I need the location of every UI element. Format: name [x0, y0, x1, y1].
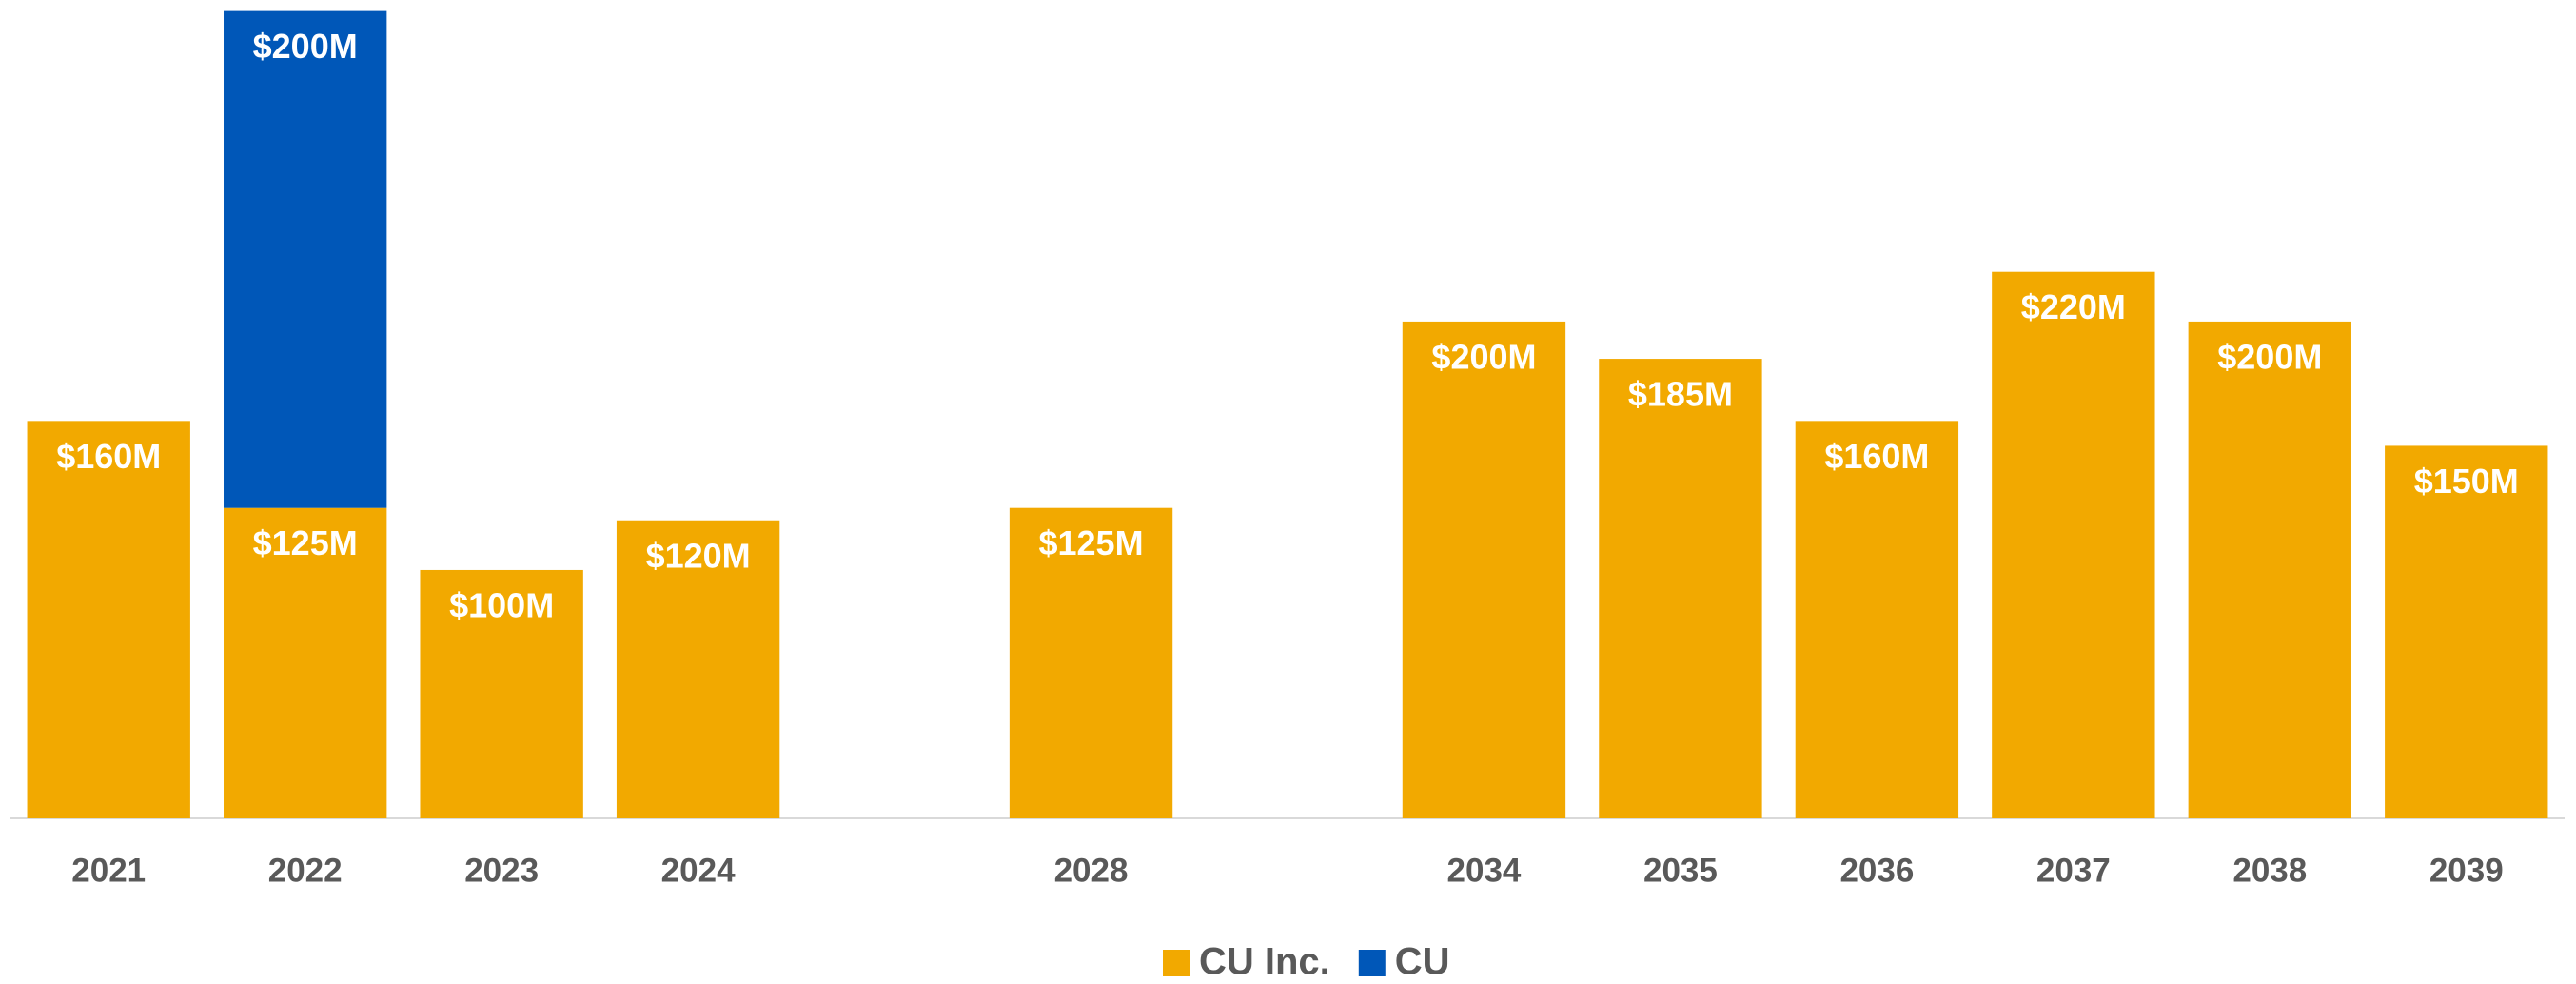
bar-segment — [224, 507, 387, 818]
value-label: $120M — [646, 536, 751, 575]
legend-label: CU Inc. — [1199, 941, 1330, 983]
value-label: $160M — [56, 437, 161, 476]
bar-segment — [616, 520, 780, 818]
legend-swatch — [1358, 950, 1386, 976]
x-tick-label: 2021 — [71, 852, 146, 889]
bar-segment — [1992, 271, 2155, 818]
x-tick-label: 2023 — [464, 852, 539, 889]
bar-segment — [2385, 445, 2548, 818]
bar-segment — [420, 569, 583, 818]
value-label: $100M — [449, 585, 554, 624]
bar-segment — [1009, 507, 1173, 818]
x-tick-label: 2038 — [2232, 852, 2307, 889]
value-label: $160M — [1824, 437, 1929, 476]
legend-label: CU — [1395, 941, 1450, 983]
value-label: $200M — [2217, 337, 2322, 376]
value-label: $200M — [1431, 337, 1536, 376]
legend-swatch — [1163, 950, 1190, 976]
value-label: $125M — [253, 523, 358, 562]
value-label: $125M — [1038, 523, 1143, 562]
x-tick-label: 2022 — [268, 852, 343, 889]
value-label: $220M — [2021, 287, 2126, 326]
bar-segment — [224, 10, 387, 508]
bar-segment — [27, 421, 190, 818]
bar-segment — [1599, 359, 1762, 818]
value-label: $200M — [253, 27, 358, 66]
x-tick-label: 2035 — [1643, 852, 1718, 889]
bar-segment — [2188, 321, 2351, 818]
value-label: $150M — [2414, 462, 2519, 501]
x-tick-label: 2039 — [2429, 852, 2504, 889]
value-label: $185M — [1628, 375, 1733, 414]
x-tick-label: 2024 — [661, 852, 736, 889]
bar-segment — [1402, 321, 1566, 818]
x-tick-label: 2028 — [1054, 852, 1129, 889]
x-tick-label: 2036 — [1839, 852, 1914, 889]
x-tick-label: 2037 — [2036, 852, 2111, 889]
x-tick-label: 2034 — [1447, 852, 1522, 889]
bar-segment — [1795, 421, 1959, 818]
